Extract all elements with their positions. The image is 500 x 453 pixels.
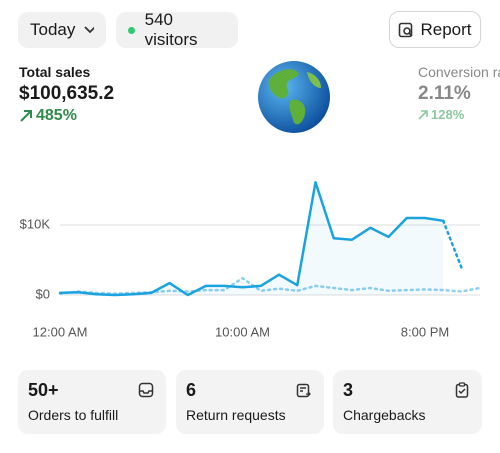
metric-value: 2.11%	[418, 83, 471, 104]
period-text: Today	[30, 20, 76, 39]
inbox-icon	[138, 382, 154, 398]
total-sales[interactable]: Total sales $100,635.2 485%	[19, 64, 114, 125]
card-label: Orders to fulfill	[28, 407, 119, 423]
line	[58, 276, 481, 295]
metric-change: 128%	[431, 107, 465, 122]
clipboard-icon	[455, 382, 469, 398]
x-tick-label: 8:00 PM	[401, 324, 449, 339]
return-icon	[296, 383, 311, 398]
visitors-pill[interactable]: 540 visitors	[116, 10, 238, 49]
orders-card[interactable]: 50+ Orders to fulfill	[18, 370, 166, 434]
report-button[interactable]: Report	[389, 11, 481, 48]
globe	[258, 61, 330, 133]
period-selector[interactable]: Today	[18, 12, 106, 48]
metric-change-row: 128%	[418, 107, 500, 122]
card-label: Chargebacks	[343, 407, 426, 423]
metric-change: 485%	[36, 107, 77, 124]
conversion-rate[interactable]: Conversion rate 2.11% 128%	[418, 64, 500, 122]
sales-chart: $0 $10K 12:00 AM 10:00 AM 8:00 PM	[20, 181, 481, 339]
returns-card[interactable]: 6 Return requests	[176, 370, 324, 434]
y-tick-label: $10K	[20, 216, 51, 231]
metric-change-row: 485%	[19, 107, 114, 125]
area	[60, 182, 444, 295]
report-text: Report	[420, 19, 472, 39]
line	[58, 181, 445, 297]
metric-label: Conversion rate	[418, 64, 500, 80]
chevron-icon	[84, 26, 94, 34]
report-icon	[399, 22, 414, 37]
x-tick-label: 10:00 AM	[215, 324, 270, 339]
live-dot	[128, 26, 135, 34]
up-arrow	[418, 109, 428, 120]
metric-value: $100,635.2	[19, 83, 115, 104]
chargebacks-card[interactable]: 3 Chargebacks	[333, 370, 482, 434]
card-value: 50+	[28, 380, 59, 400]
visitors-text: 540 visitors	[144, 10, 198, 49]
y-tick-label: $0	[36, 286, 50, 301]
metric-label: Total sales	[19, 64, 91, 80]
card-value: 3	[343, 380, 354, 400]
up-arrow	[20, 110, 32, 122]
x-tick-label: 12:00 AM	[33, 324, 88, 339]
card-value: 6	[186, 380, 197, 400]
card-label: Return requests	[186, 407, 286, 423]
line	[442, 219, 463, 269]
